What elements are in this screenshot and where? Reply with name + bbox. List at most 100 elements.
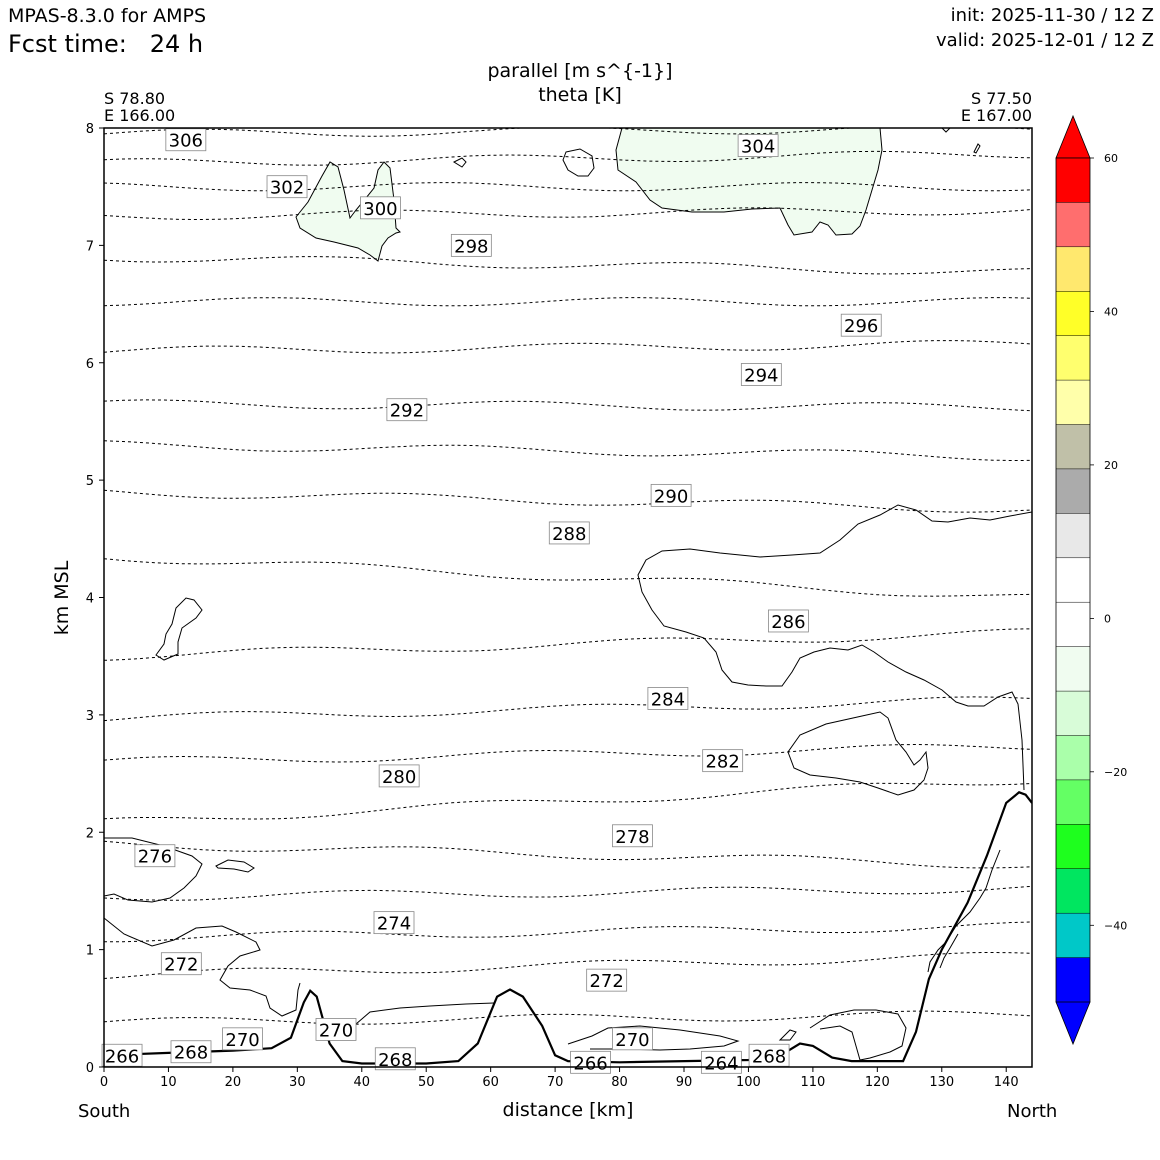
theta-isentrope	[104, 399, 1032, 412]
wind-contour-left-small	[215, 859, 255, 873]
theta-label-text: 270	[319, 1020, 353, 1041]
wind-contour-right-slope-2	[939, 933, 959, 969]
theta-label: 292	[386, 398, 428, 422]
theta-label-text: 292	[390, 401, 424, 422]
theta-label: 270	[612, 1027, 653, 1051]
theta-isentrope	[104, 128, 1032, 137]
theta-label: 286	[768, 609, 809, 633]
colorbar-extend-max	[1055, 114, 1091, 159]
theta-isentrope	[104, 782, 1032, 820]
theta-labels: 306 304 302 300 298 296 294 292 290 288 286 284 282 2…	[101, 128, 882, 1074]
theta-label-text: 266	[105, 1046, 139, 1067]
colorbar-tick-label: 60	[1104, 152, 1118, 165]
theta-label: 276	[134, 844, 176, 868]
theta-label-text: 290	[654, 486, 688, 507]
theta-label: 270	[222, 1027, 263, 1051]
x-tick-label: 70	[547, 1075, 564, 1090]
x-tick-label: 10	[160, 1075, 177, 1090]
theta-label: 290	[650, 483, 692, 507]
y-tick-label: 6	[86, 357, 94, 372]
y-axis-ticks: 0 1 2 3 4 5 6 7 8	[86, 122, 104, 1076]
theta-isentrope	[104, 1010, 1032, 1025]
wind-zero-contours	[104, 504, 1032, 1061]
colorbar-segment	[1056, 335, 1090, 381]
model-title: MPAS-8.3.0 for AMPS	[8, 5, 207, 27]
theta-label: 274	[373, 911, 415, 935]
x-tick-label: 110	[800, 1075, 825, 1090]
theta-isentrope	[104, 150, 1032, 166]
wind-contour-left-near-surface	[104, 917, 301, 1017]
theta-label: 270	[315, 1018, 357, 1041]
right-endpoint-lon: E 167.00	[960, 106, 1032, 125]
theta-isentrope	[104, 840, 1032, 869]
theta-label: 300	[360, 196, 401, 220]
theta-label: 268	[170, 1040, 212, 1064]
x-tick-label: 60	[482, 1075, 499, 1090]
theta-label-text: 302	[270, 178, 304, 199]
wind-contour-mid-right	[637, 504, 1032, 791]
colorbar-segment	[1056, 557, 1090, 603]
theta-label: 266	[101, 1043, 143, 1067]
theta-label-text: 264	[704, 1053, 738, 1074]
wind-contour-right-slope	[927, 849, 1001, 973]
y-tick-label: 2	[86, 826, 94, 841]
theta-isentropes	[104, 128, 1032, 1025]
wind-region-small-4	[941, 128, 951, 133]
colorbar-tick-label: −20	[1104, 766, 1127, 779]
theta-label-text: 272	[164, 955, 198, 976]
theta-label-text: 268	[752, 1046, 786, 1067]
theta-isentrope	[104, 256, 1032, 275]
theta-isentrope	[104, 696, 1032, 722]
wind-contour-valley	[339, 1002, 495, 1039]
theta-isentrope	[104, 743, 1032, 763]
colorbar-segment	[1056, 779, 1090, 825]
north-label: North	[1007, 1101, 1058, 1122]
colorbar-tick-label: 20	[1104, 459, 1118, 472]
theta-isentrope	[104, 340, 1032, 354]
x-tick-label: 140	[994, 1075, 1019, 1090]
theta-label-text: 296	[844, 316, 878, 337]
theta-label: 302	[266, 175, 308, 199]
y-tick-label: 5	[86, 474, 94, 489]
theta-label-text: 274	[377, 914, 411, 935]
theta-isentrope	[104, 207, 1032, 221]
y-tick-label: 0	[86, 1061, 94, 1076]
wind-contour-valley-2	[567, 1025, 740, 1051]
colorbar: 60 40 20 0 −20 −40	[1055, 114, 1127, 1046]
init-time: init: 2025-11-30 / 12 Z	[950, 5, 1154, 26]
theta-label-text: 284	[651, 689, 685, 710]
theta-label-text: 272	[589, 971, 623, 992]
theta-label-text: 294	[744, 365, 778, 386]
terrain-outline	[104, 791, 1032, 1065]
colorbar-segment	[1056, 158, 1090, 203]
theta-isentrope	[104, 558, 1032, 597]
x-tick-label: 100	[736, 1075, 761, 1090]
x-tick-label: 40	[354, 1075, 371, 1090]
theta-label-text: 282	[705, 752, 739, 773]
theta-isentrope	[104, 440, 1032, 462]
forecast-time: Fcst time: 24 h	[8, 30, 204, 58]
colorbar-segment	[1056, 735, 1090, 781]
theta-label: 288	[548, 521, 590, 545]
theta-label: 268	[748, 1043, 790, 1067]
y-tick-label: 8	[86, 122, 94, 137]
theta-label: 294	[740, 363, 782, 386]
colorbar-segment	[1056, 602, 1090, 648]
left-endpoint-lon: E 166.00	[104, 106, 176, 125]
colorbar-segment	[1056, 291, 1090, 337]
theta-label-text: 288	[552, 524, 586, 545]
colorbar-frame	[1055, 157, 1091, 1003]
y-tick-label: 1	[86, 944, 94, 959]
left-endpoint-lat: S 78.80	[104, 89, 166, 108]
theta-label-text: 278	[615, 827, 649, 848]
x-tick-label: 80	[611, 1075, 628, 1090]
wind-contour-right-surface	[809, 1009, 907, 1061]
y-tick-label: 3	[86, 709, 94, 724]
theta-isentrope	[104, 628, 1032, 661]
valid-time: valid: 2025-12-01 / 12 Z	[936, 30, 1154, 51]
x-tick-label: 30	[289, 1075, 306, 1090]
theta-label-text: 268	[174, 1043, 208, 1064]
theta-label-text: 270	[225, 1030, 259, 1051]
theta-isentrope	[104, 921, 1032, 943]
